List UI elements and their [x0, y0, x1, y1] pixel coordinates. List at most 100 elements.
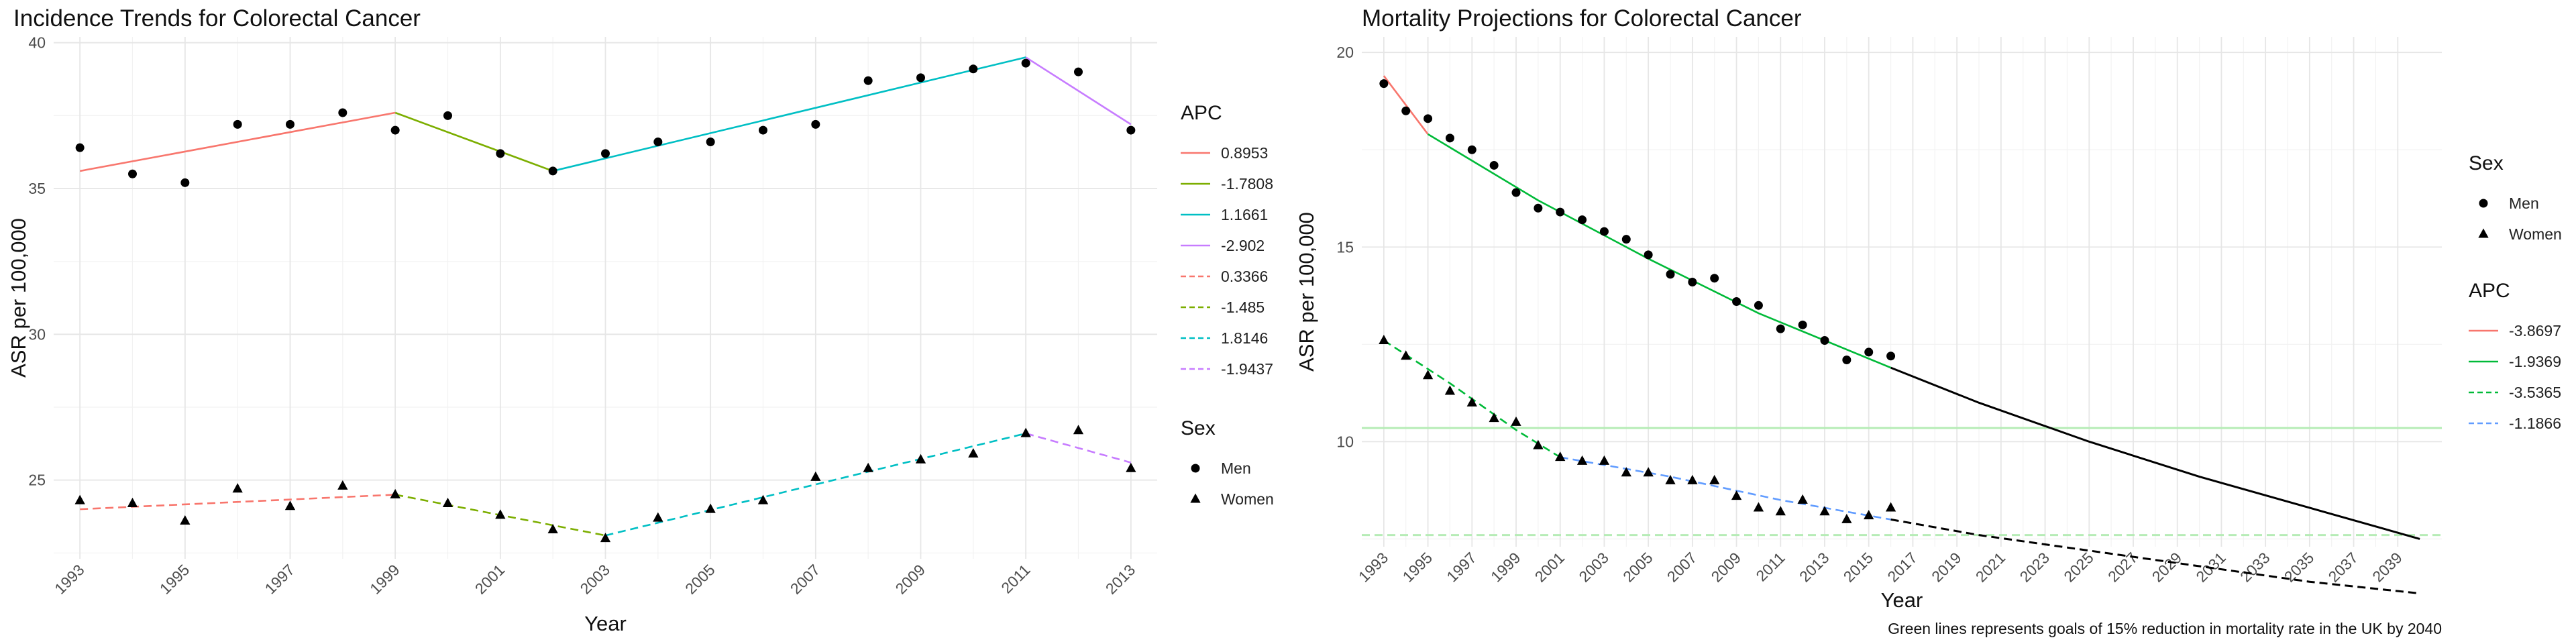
- data-point-women: [337, 480, 348, 490]
- data-point-women: [495, 509, 506, 519]
- data-point-women: [74, 494, 85, 504]
- x-tick-label: 2037: [2325, 549, 2362, 586]
- data-point-women: [1466, 396, 1477, 407]
- data-point-men: [1489, 160, 1499, 170]
- data-point-women: [284, 500, 296, 511]
- data-point-men: [1842, 356, 1851, 365]
- x-tick-label: 1995: [1399, 549, 1436, 586]
- y-axis-title: ASR per 100,000: [7, 218, 30, 378]
- data-point-men: [1644, 250, 1653, 260]
- x-tick-label: 2017: [1884, 549, 1921, 586]
- data-point-men: [1126, 125, 1136, 135]
- data-point-men: [916, 73, 925, 83]
- data-point-men: [1021, 58, 1030, 68]
- legend-title-apc: APC: [2469, 280, 2510, 302]
- legend-key-triangle: [2478, 228, 2489, 238]
- data-point-men: [1732, 297, 1741, 307]
- legend-label: -1.485: [1221, 299, 1265, 316]
- y-axis-title: ASR per 100,000: [1295, 212, 1318, 372]
- data-point-men: [1820, 336, 1829, 345]
- x-tick-label: 2005: [682, 561, 718, 598]
- data-point-men: [1074, 67, 1083, 76]
- incidence-chart-panel: Incidence Trends for Colorectal Cancer 2…: [7, 5, 1274, 635]
- projection-line-men: [1890, 366, 2420, 540]
- x-tick-label: 2005: [1619, 549, 1656, 586]
- data-point-women: [915, 453, 926, 464]
- data-point-men: [863, 76, 873, 85]
- x-tick-label: 2007: [1664, 549, 1701, 586]
- data-point-men: [1445, 133, 1454, 143]
- data-point-women: [1775, 506, 1786, 516]
- x-tick-label: 2015: [1840, 549, 1877, 586]
- data-point-women: [1687, 474, 1698, 484]
- data-point-men: [601, 149, 610, 158]
- legend-label: Men: [2509, 195, 2539, 212]
- data-point-women: [1643, 467, 1654, 477]
- data-point-women: [1126, 462, 1136, 472]
- data-point-men: [1864, 347, 1874, 357]
- data-point-men: [969, 64, 978, 74]
- data-point-men: [1621, 235, 1631, 244]
- trend-segment: [605, 432, 1026, 537]
- legend-key-circle: [2479, 199, 2488, 208]
- x-tick-label: 2009: [892, 561, 928, 598]
- data-point-women: [1444, 385, 1456, 395]
- data-point-women: [1073, 425, 1084, 435]
- legend-label: -3.8697: [2509, 322, 2561, 339]
- data-point-women: [1379, 335, 1389, 345]
- x-tick-label: 2021: [1972, 549, 2009, 586]
- data-point-men: [75, 143, 85, 152]
- y-tick-label: 40: [28, 34, 46, 52]
- x-tick-label: 2007: [787, 561, 824, 598]
- legend-label: 0.8953: [1221, 144, 1268, 162]
- data-point-women: [1020, 427, 1031, 437]
- x-tick-label: 1999: [1487, 549, 1524, 586]
- y-tick-label: 25: [28, 472, 46, 489]
- trend-segment: [1427, 133, 1892, 369]
- data-point-men: [653, 137, 663, 146]
- x-tick-label: 2033: [2237, 549, 2273, 586]
- data-point-men: [338, 108, 347, 117]
- data-point-women: [1665, 474, 1676, 484]
- data-point-women: [547, 524, 558, 534]
- x-tick-label: 2011: [998, 561, 1033, 596]
- data-point-men: [548, 166, 557, 176]
- data-point-women: [442, 497, 453, 507]
- data-point-women: [1621, 467, 1631, 477]
- data-point-men: [759, 125, 767, 135]
- data-point-women: [1709, 474, 1720, 484]
- data-point-men: [128, 169, 137, 178]
- legend-key-triangle: [1190, 493, 1201, 503]
- data-point-men: [1886, 352, 1896, 361]
- trend-segment: [1025, 56, 1132, 125]
- x-axis-title: Year: [584, 612, 627, 635]
- chart-title: Mortality Projections for Colorectal Can…: [1362, 5, 1802, 32]
- x-tick-label: 2019: [1928, 549, 1965, 586]
- data-point-men: [496, 149, 505, 158]
- data-point-women: [1533, 439, 1544, 449]
- data-point-women: [180, 515, 191, 525]
- x-tick-label: 1993: [51, 561, 88, 598]
- data-point-women: [705, 503, 716, 513]
- data-point-women: [1797, 494, 1808, 504]
- data-point-men: [811, 119, 820, 129]
- x-tick-label: 2003: [1575, 549, 1612, 586]
- data-point-men: [706, 137, 715, 146]
- x-tick-label: 2001: [1532, 549, 1568, 586]
- data-point-women: [653, 512, 663, 522]
- x-tick-label: 1997: [261, 561, 298, 598]
- data-point-men: [1578, 215, 1587, 225]
- x-tick-label: 1997: [1443, 549, 1480, 586]
- legend-title-sex: Sex: [1181, 417, 1216, 439]
- x-tick-label: 2009: [1708, 549, 1745, 586]
- data-point-men: [1424, 114, 1433, 123]
- x-tick-label: 1993: [1355, 549, 1392, 586]
- data-point-men: [1710, 274, 1719, 283]
- data-point-men: [1379, 79, 1389, 89]
- x-tick-label: 2023: [2017, 549, 2053, 586]
- legend-key-circle: [1191, 464, 1200, 473]
- x-tick-label: 2003: [576, 561, 613, 598]
- data-point-men: [390, 125, 400, 135]
- trend-segment: [394, 111, 553, 172]
